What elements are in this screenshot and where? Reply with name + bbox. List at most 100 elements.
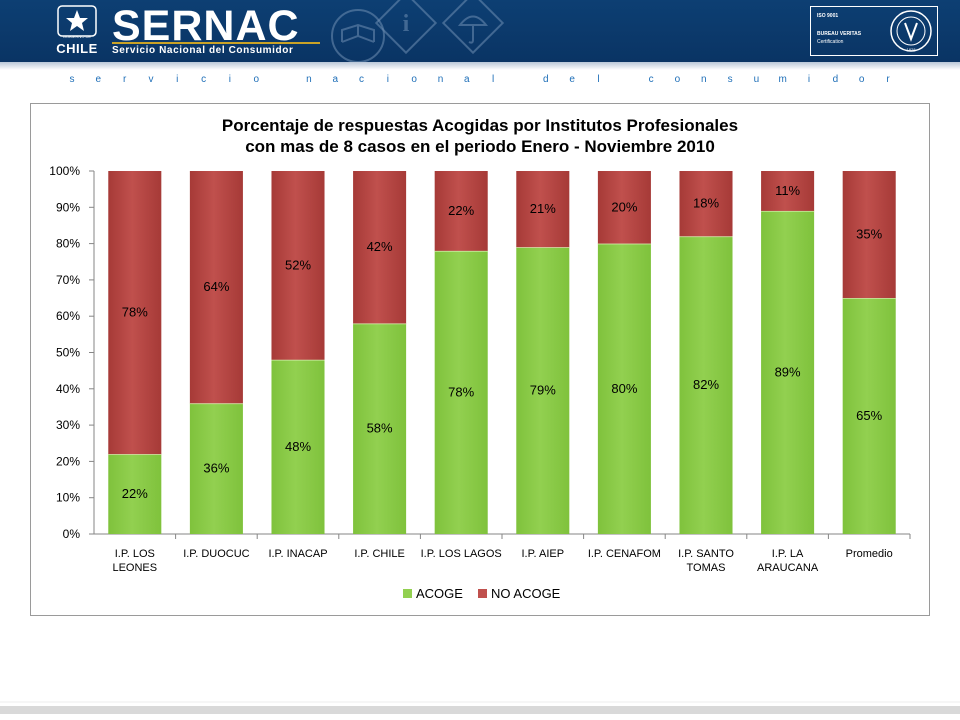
y-tick-label: 40% xyxy=(56,382,80,396)
subheader-letter: i xyxy=(228,74,232,85)
subheader-letter: r xyxy=(886,74,890,85)
bar-no-acoge xyxy=(271,171,325,360)
subheader-letter: e xyxy=(569,74,575,85)
bar-no-acoge xyxy=(597,171,651,244)
x-tick-label: Promedio xyxy=(846,548,893,560)
brand-underline xyxy=(112,42,320,44)
info-icon: i xyxy=(374,0,438,55)
government-label: GOBIERNO DE xyxy=(62,34,92,39)
bar-no-acoge xyxy=(761,171,815,211)
y-tick-label: 20% xyxy=(56,454,80,468)
bar-no-acoge xyxy=(516,171,570,248)
legend-label-acoge: ACOGE xyxy=(416,586,463,601)
subheader-letter: e xyxy=(95,74,102,85)
subheader-letter: d xyxy=(832,74,839,85)
data-label-no-acoge: 18% xyxy=(693,196,719,211)
subheader-letter: u xyxy=(753,74,760,85)
x-tick-label: I.P. LOS LAGOS xyxy=(421,548,502,560)
data-label-no-acoge: 20% xyxy=(611,199,637,214)
cert-body-label: BUREAU VERITAS xyxy=(817,31,862,37)
subheader-letter: o xyxy=(253,74,260,85)
subheader-letter: o xyxy=(858,74,865,85)
legend-swatch-no-acoge xyxy=(478,589,487,598)
y-tick-label: 30% xyxy=(56,418,80,432)
seal-year: 1828 xyxy=(907,47,917,52)
chart-title-line: Porcentaje de respuestas Acogidas por In… xyxy=(222,116,738,135)
bar-no-acoge xyxy=(189,171,243,404)
certification-badge: ISO 9001 BUREAU VERITAS Certification 18… xyxy=(810,6,938,56)
data-label-no-acoge: 11% xyxy=(775,183,800,198)
subheader-letter: l xyxy=(492,74,495,85)
footer-decoration xyxy=(0,701,960,714)
data-label-no-acoge: 35% xyxy=(856,227,882,242)
header-shadow xyxy=(0,62,960,70)
subheader-letter: i xyxy=(386,74,389,85)
subheader-letter: m xyxy=(778,74,787,85)
data-label-no-acoge: 21% xyxy=(530,201,556,216)
brand-tagline: Servicio Nacional del Consumidor xyxy=(112,45,294,56)
cert-iso-label: ISO 9001 xyxy=(817,13,839,19)
bar-acoge xyxy=(597,243,651,534)
bar-acoge xyxy=(516,247,570,535)
subheader-letter: s xyxy=(727,74,733,85)
subheader-letter: a xyxy=(332,74,338,85)
data-label-acoge: 78% xyxy=(448,384,474,399)
bar-no-acoge xyxy=(434,171,488,251)
data-label-no-acoge: 64% xyxy=(203,279,229,294)
subheader-letter: c xyxy=(648,74,654,85)
x-tick-label: I.P. LOS xyxy=(115,548,155,560)
bar-acoge xyxy=(761,210,815,534)
data-label-acoge: 58% xyxy=(367,421,393,436)
bar-no-acoge xyxy=(108,171,162,455)
svg-text:i: i xyxy=(403,11,410,37)
data-label-acoge: 89% xyxy=(775,364,801,379)
bar-acoge xyxy=(679,236,733,534)
subheader-letter: n xyxy=(700,74,707,85)
bar-acoge xyxy=(434,250,488,535)
header-decorative-icons: i xyxy=(331,0,505,62)
subheader-letter: n xyxy=(306,74,312,85)
legend-label-no-acoge: NO ACOGE xyxy=(491,586,561,601)
header-bar: i GOBIERNO DE CHILE SERNAC Servicio Naci… xyxy=(0,0,960,62)
data-label-no-acoge: 42% xyxy=(367,239,393,254)
y-tick-label: 60% xyxy=(56,309,80,323)
chart-title-line: con mas de 8 casos en el periodo Enero -… xyxy=(245,137,715,156)
x-tick-label: I.P. LA xyxy=(772,548,804,560)
x-tick-label: I.P. CENAFOM xyxy=(588,548,661,560)
y-tick-label: 50% xyxy=(56,346,80,360)
subheader-letter: r xyxy=(122,74,127,85)
data-label-acoge: 82% xyxy=(693,377,719,392)
x-tick-label: I.P. AIEP xyxy=(521,548,564,560)
x-tick-label: TOMAS xyxy=(687,562,726,574)
bureau-veritas-seal-icon: 1828 xyxy=(890,10,932,52)
bar-no-acoge xyxy=(679,171,733,237)
bar-acoge xyxy=(189,403,243,534)
y-tick-label: 70% xyxy=(56,273,80,287)
subheader-letter: o xyxy=(411,74,417,85)
subheader-letter: l xyxy=(597,74,600,85)
x-tick-label: LEONES xyxy=(112,562,157,574)
x-tick-label: I.P. INACAP xyxy=(268,548,327,560)
subheader-letter: d xyxy=(543,74,549,85)
subheader-letter: i xyxy=(176,74,179,85)
data-label-acoge: 80% xyxy=(611,381,637,396)
chile-government-logo xyxy=(57,5,97,37)
subheader-letter: a xyxy=(464,74,470,85)
y-tick-label: 90% xyxy=(56,200,80,214)
data-label-acoge: 48% xyxy=(285,439,311,454)
bar-acoge xyxy=(842,298,896,534)
x-tick-label: ARAUCANA xyxy=(757,562,819,574)
x-tick-label: I.P. SANTO xyxy=(678,548,734,560)
stacked-bar-chart: Porcentaje de respuestas Acogidas por In… xyxy=(49,116,911,601)
y-tick-label: 0% xyxy=(63,527,81,541)
umbrella-icon xyxy=(441,0,505,55)
subheader-letter: s xyxy=(69,74,75,85)
bar-no-acoge xyxy=(842,171,896,299)
data-label-acoge: 36% xyxy=(203,461,229,476)
y-tick-label: 100% xyxy=(49,164,80,178)
x-tick-label: I.P. DUOCUC xyxy=(183,548,249,560)
subheader-letter: i xyxy=(807,74,811,85)
bar-acoge xyxy=(353,323,407,534)
data-label-no-acoge: 52% xyxy=(285,257,311,272)
